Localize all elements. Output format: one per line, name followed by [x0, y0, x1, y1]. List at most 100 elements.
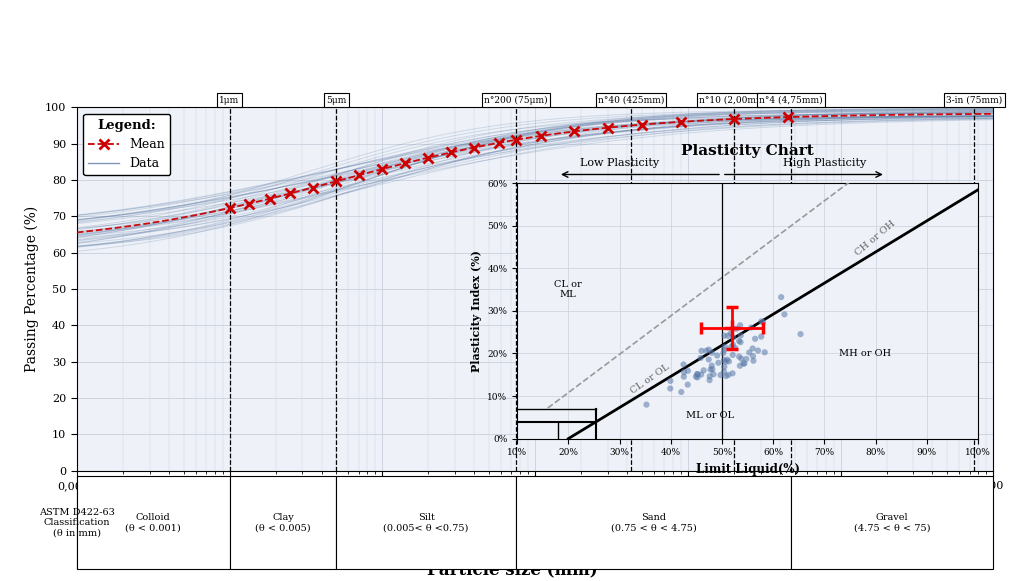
Point	[700, 355, 717, 364]
Point	[689, 373, 706, 382]
Point	[700, 345, 717, 354]
Point	[693, 346, 710, 356]
Point	[675, 360, 691, 369]
Point	[673, 388, 689, 397]
Point	[680, 366, 696, 375]
Point	[733, 354, 750, 363]
Point	[725, 350, 741, 360]
Point	[713, 370, 729, 379]
Text: CH or OH: CH or OH	[854, 219, 897, 258]
Point	[702, 365, 719, 374]
Title: Plasticity Chart: Plasticity Chart	[681, 144, 814, 158]
Point	[718, 357, 734, 367]
Point	[711, 358, 727, 367]
Text: Low Plasticity: Low Plasticity	[580, 158, 659, 168]
Text: n°200 (75μm): n°200 (75μm)	[484, 95, 548, 105]
Point	[755, 318, 771, 327]
Text: 5μm: 5μm	[326, 96, 346, 105]
Text: Colloid
(θ < 0.001): Colloid (θ < 0.001)	[125, 513, 181, 533]
Point	[746, 334, 763, 343]
Point	[776, 310, 793, 319]
Point	[701, 372, 718, 381]
Text: Clay
(θ < 0.005): Clay (θ < 0.005)	[255, 513, 310, 533]
Text: ML or OL: ML or OL	[686, 411, 734, 419]
Point	[663, 384, 679, 393]
Point	[735, 359, 752, 368]
Text: n°4 (4,75mm): n°4 (4,75mm)	[760, 96, 823, 105]
Point	[715, 349, 731, 358]
Point	[689, 370, 706, 379]
Point	[716, 345, 732, 354]
Point	[716, 362, 732, 371]
Point	[741, 348, 758, 357]
Point	[744, 344, 761, 353]
Point	[695, 365, 712, 375]
Point	[731, 352, 748, 361]
Point	[732, 331, 749, 340]
Point	[724, 369, 740, 378]
Point	[723, 342, 739, 352]
Point	[727, 343, 743, 353]
Text: Silt
(0.005< θ <0.75): Silt (0.005< θ <0.75)	[383, 513, 469, 533]
Text: Particle size (mm): Particle size (mm)	[427, 561, 597, 578]
Point	[719, 355, 735, 364]
Point	[716, 356, 732, 365]
Point	[693, 370, 710, 379]
Point	[720, 331, 736, 340]
Point	[725, 340, 741, 349]
Point	[703, 361, 720, 370]
Y-axis label: Plasticity Index (%): Plasticity Index (%)	[471, 250, 481, 372]
Point	[689, 370, 706, 379]
Text: Gravel
(4.75 < θ < 75): Gravel (4.75 < θ < 75)	[854, 513, 931, 533]
Text: High Plasticity: High Plasticity	[782, 158, 866, 168]
Point	[750, 346, 766, 355]
Point	[720, 370, 736, 379]
Text: CL or OL: CL or OL	[629, 363, 672, 396]
Point	[692, 353, 709, 363]
Text: n°40 (425mm): n°40 (425mm)	[598, 96, 665, 105]
Point	[728, 324, 744, 333]
Point	[743, 323, 760, 332]
Point	[709, 351, 725, 360]
Point	[718, 371, 734, 381]
Point	[736, 359, 753, 368]
Point	[773, 292, 790, 302]
Text: 3-in (75mm): 3-in (75mm)	[946, 96, 1002, 105]
Point	[716, 367, 732, 376]
Point	[744, 352, 761, 361]
Point	[745, 356, 762, 365]
Point	[722, 329, 738, 338]
Point	[638, 400, 654, 409]
Point	[717, 342, 733, 352]
Point	[732, 361, 749, 371]
Y-axis label: Passing Percentage (%): Passing Percentage (%)	[25, 206, 40, 372]
Point	[701, 375, 718, 385]
Point	[688, 372, 705, 381]
Point	[732, 321, 749, 330]
Point	[705, 365, 721, 374]
Text: 1μm: 1μm	[219, 96, 240, 105]
Point	[731, 336, 748, 346]
Legend: Mean, Data: Mean, Data	[83, 114, 170, 175]
Point	[676, 367, 692, 376]
Text: Sand
(0.75 < θ < 4.75): Sand (0.75 < θ < 4.75)	[610, 513, 696, 533]
Point	[793, 329, 809, 339]
Point	[716, 331, 732, 340]
Text: ASTM D422-63
Classification
(θ in mm): ASTM D422-63 Classification (θ in mm)	[39, 508, 115, 538]
Point	[663, 376, 679, 386]
Text: MH or OH: MH or OH	[840, 349, 891, 358]
Point	[706, 370, 722, 379]
Point	[738, 354, 755, 364]
Point	[721, 357, 737, 366]
Text: n°10 (2,00mm): n°10 (2,00mm)	[699, 96, 768, 105]
Point	[725, 333, 741, 342]
Text: CL or
ML: CL or ML	[554, 280, 583, 299]
Point	[757, 347, 773, 357]
Point	[676, 372, 692, 381]
Point	[753, 332, 769, 341]
Point	[703, 348, 720, 357]
Point	[754, 317, 770, 326]
Point	[680, 380, 696, 389]
X-axis label: Limit Liquid(%): Limit Liquid(%)	[695, 463, 800, 476]
Point	[732, 338, 749, 347]
